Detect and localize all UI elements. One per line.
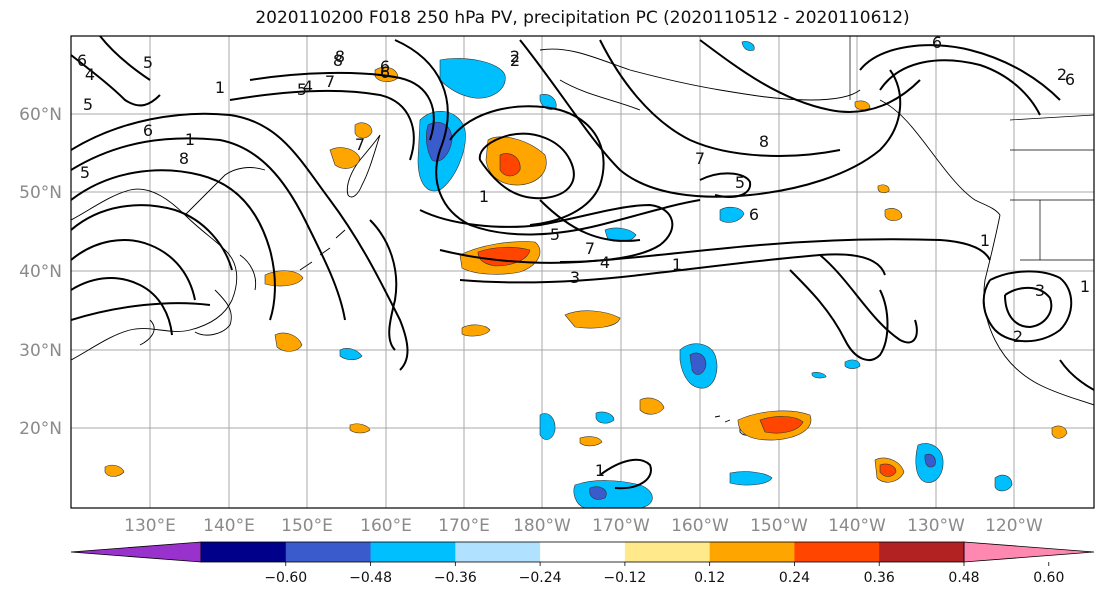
map-title: 2020110200 F018 250 hPa PV, precipitatio…: [255, 8, 910, 28]
pv-contours: [71, 36, 1094, 490]
colorbar-segment: [370, 542, 456, 562]
contour-label: 1: [185, 130, 195, 149]
contour-label: 8: [333, 51, 343, 70]
contour-label: 8: [759, 132, 769, 151]
map-area: [71, 36, 1094, 508]
colorbar-segment: [201, 542, 287, 562]
longitude-labels: 130°E 140°E 150°E 160°E 170°E 180°W 170°W 160°W…: [124, 516, 1043, 536]
longitude-label: 160°W: [671, 516, 729, 536]
contour-label: 5: [83, 95, 93, 114]
precipitation-shading: [104, 41, 1068, 508]
contour-label: 1: [595, 461, 605, 480]
longitude-label: 170°E: [438, 516, 490, 536]
colorbar-tick-label: 0.12: [694, 570, 725, 586]
colorbar-segment: [794, 542, 880, 562]
contour-label: 5: [80, 163, 90, 182]
colorbar-segment: [285, 542, 372, 562]
colorbar-tick-label: −0.36: [434, 570, 477, 586]
colorbar-tick-label: 0.24: [779, 570, 810, 586]
longitude-label: 150°W: [750, 516, 808, 536]
latitude-label: 30°N: [19, 341, 62, 361]
map-frame: [70, 35, 1095, 509]
latitude-label: 50°N: [19, 183, 62, 203]
contour-label: 2: [1013, 327, 1023, 346]
colorbar-tick-label: −0.48: [349, 570, 392, 586]
contour-label: 6: [380, 57, 390, 76]
colorbar-tick-label: 0.36: [864, 570, 895, 586]
contour-label: 4: [303, 77, 313, 96]
colorbar-segment: [624, 542, 711, 562]
longitude-label: 160°E: [360, 516, 412, 536]
longitude-label: 180°W: [513, 516, 571, 536]
latitude-label: 20°N: [19, 419, 62, 439]
contour-label: 6: [380, 63, 390, 82]
contour-label: 4: [600, 253, 610, 272]
longitude-label: 170°W: [592, 516, 650, 536]
colorbar-segment: [879, 542, 965, 562]
colorbar: −0.60 −0.48 −0.36 −0.24 −0.12 0.12 0.24 0.36 0.4…: [70, 541, 1095, 586]
contour-label: 7: [355, 135, 365, 154]
colorbar-tick-label: 0.48: [948, 570, 979, 586]
latitude-labels: 60°N 50°N 40°N 30°N 20°N: [19, 105, 62, 439]
colorbar-extend-high: [963, 541, 1095, 563]
longitude-label: 140°W: [828, 516, 886, 536]
contour-label: 6: [143, 121, 153, 140]
contour-label: 8: [335, 47, 345, 66]
contour-label: 2: [510, 47, 520, 66]
contour-label: 6: [932, 33, 942, 52]
contour-label: 6: [749, 205, 759, 224]
longitude-label: 130°E: [124, 516, 176, 536]
colorbar-tick-label: −0.24: [519, 570, 562, 586]
contour-label: 5: [297, 80, 307, 99]
colorbar-tick-label: −0.60: [264, 570, 307, 586]
contour-label: 5: [735, 173, 745, 192]
contour-label: 3: [1035, 281, 1045, 300]
latitude-label: 60°N: [19, 105, 62, 125]
longitude-label: 120°W: [985, 516, 1043, 536]
longitude-label: 140°E: [203, 516, 255, 536]
colorbar-segment: [455, 542, 541, 562]
longitude-label: 130°W: [907, 516, 965, 536]
contour-label: 5: [143, 53, 153, 72]
contour-label: 1: [672, 255, 682, 274]
contour-label: 8: [179, 149, 189, 168]
contour-label: 5: [550, 225, 560, 244]
colorbar-extend-low: [70, 541, 202, 563]
contour-label: 6: [1065, 70, 1075, 89]
contour-label: 1: [479, 187, 489, 206]
colorbar-frame: [200, 541, 965, 563]
contour-label: 2: [510, 51, 520, 70]
contour-label: 4: [85, 65, 95, 84]
latitude-label: 40°N: [19, 262, 62, 282]
contour-label: 7: [695, 149, 705, 168]
longitude-label: 150°E: [281, 516, 333, 536]
contour-label: 1: [215, 78, 225, 97]
contour-label: 7: [325, 72, 335, 91]
colorbar-tick-label: 0.60: [1033, 570, 1064, 586]
colorbar-tick-label: −0.12: [603, 570, 646, 586]
gridlines: [71, 36, 1094, 508]
colorbar-segment: [709, 542, 795, 562]
colorbar-segment: [540, 542, 626, 562]
contour-label: 3: [570, 268, 580, 287]
contour-label: 6: [77, 51, 87, 70]
contour-label: 7: [585, 239, 595, 258]
contour-label: 1: [980, 231, 990, 250]
contour-label: 1: [1080, 277, 1090, 296]
coastlines: [71, 36, 1094, 436]
contour-label: 2: [1057, 65, 1067, 84]
